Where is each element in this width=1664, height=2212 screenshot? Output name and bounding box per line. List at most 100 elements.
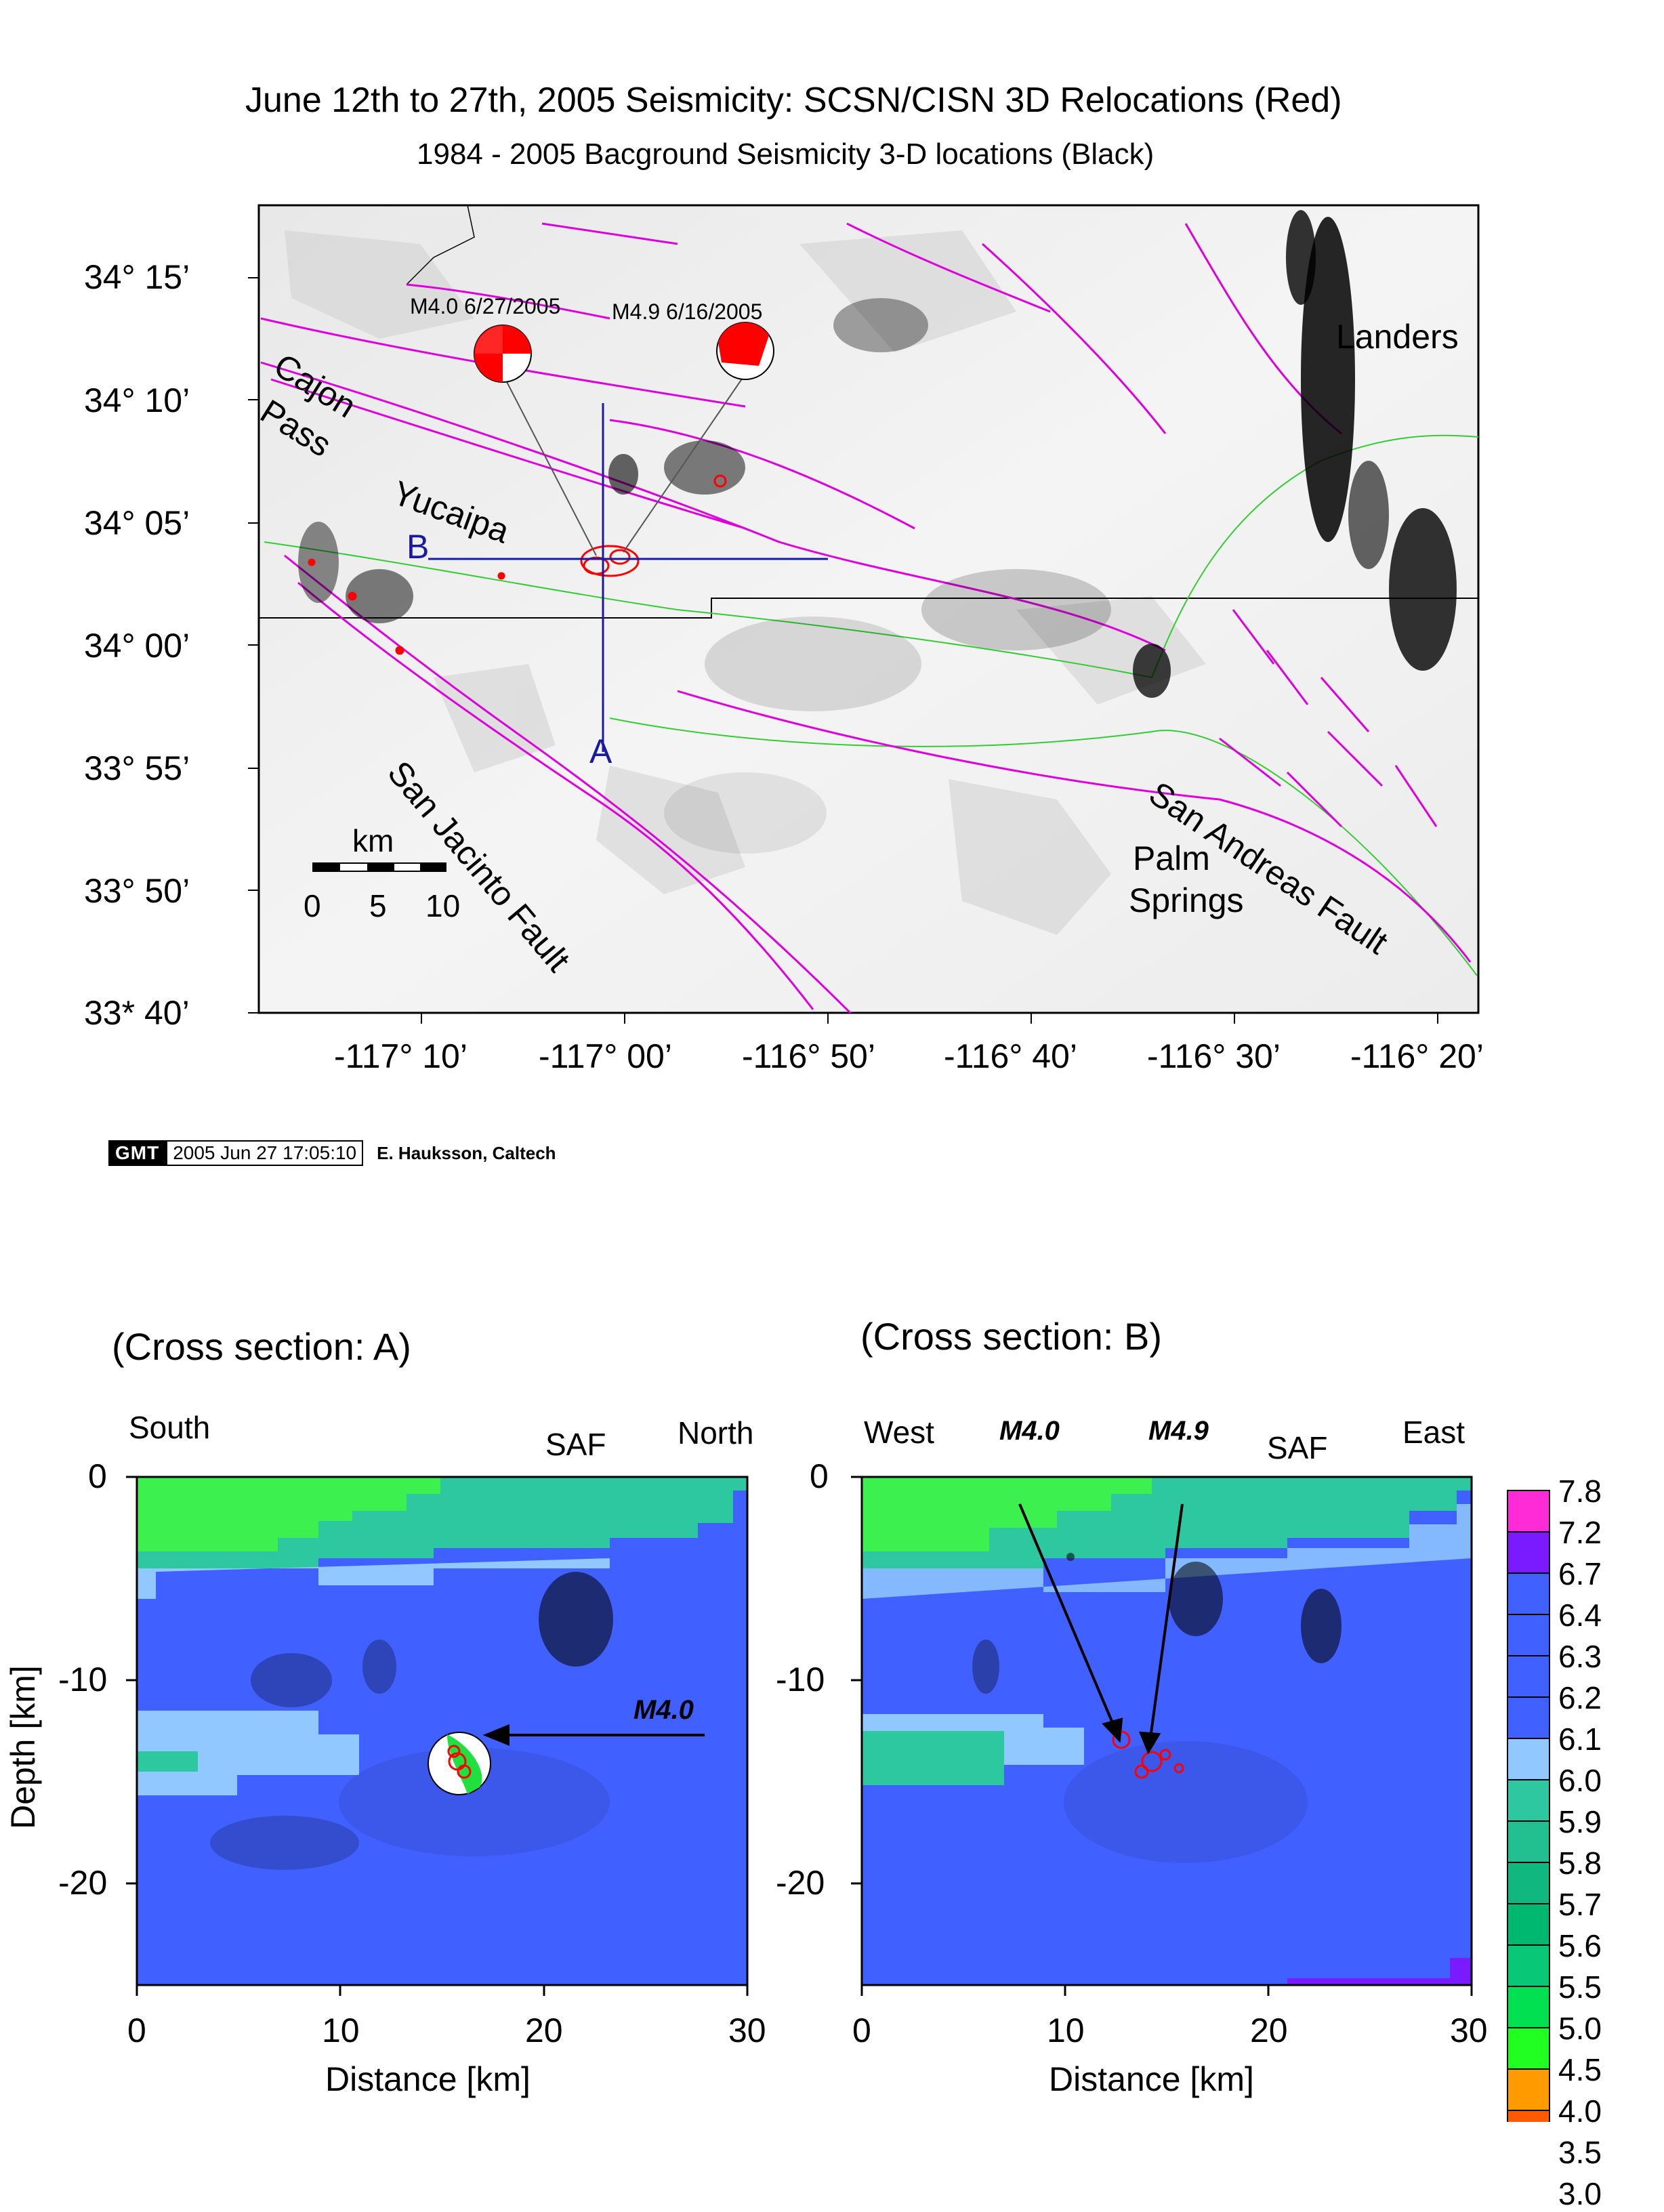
event-label-m49: M4.9 6/16/2005 — [612, 299, 763, 324]
lat-tick-label: 34° 00’ — [84, 627, 190, 665]
section-b-velocity-model — [860, 1476, 1473, 1986]
place-label-palm: Palm — [1133, 839, 1210, 877]
map-subtitle: 1984 - 2005 Bacground Seismicity 3-D loc… — [417, 138, 1155, 171]
lon-tick-label: -116° 20’ — [1350, 1037, 1484, 1075]
place-label-landers: Landers — [1336, 318, 1459, 356]
colorbar-label: 6.2 — [1558, 1680, 1602, 1715]
colorbar-swatch — [1507, 1572, 1550, 1615]
section-b-xlabel: Distance [km] — [1049, 2060, 1254, 2098]
colorbar-label: 6.4 — [1558, 1598, 1602, 1633]
scale-bar-tick: 5 — [369, 888, 387, 923]
cross-section-lines — [428, 403, 828, 752]
colorbar-swatch — [1507, 1655, 1550, 1698]
relocated-seismicity — [308, 474, 727, 655]
colorbar-swatch — [1507, 2110, 1550, 2122]
colorbar-swatch — [1507, 1614, 1550, 1656]
section-b-mid-label: SAF — [1267, 1430, 1328, 1465]
section-b-y-tick: 0 — [810, 1457, 829, 1495]
section-a-left-label: South — [129, 1410, 211, 1445]
colorbar-label: 6.1 — [1558, 1721, 1602, 1757]
green-lines — [264, 434, 1478, 976]
colorbar-swatch — [1507, 1738, 1550, 1780]
shaded-relief-map — [248, 204, 1480, 1024]
section-a-y-tick: 0 — [88, 1457, 107, 1495]
scale-bar-tick: 10 — [425, 888, 461, 923]
lon-tick-label: -116° 30’ — [1147, 1037, 1281, 1075]
beachball-m40-icon — [474, 325, 532, 383]
section-b-annotation-m49: M4.9 — [1148, 1416, 1209, 1446]
section-b-x-tick: 0 — [852, 2011, 871, 2049]
colorbar-swatch — [1507, 1779, 1550, 1822]
colorbar-swatch — [1507, 1862, 1550, 1904]
scale-bar-unit: km — [352, 823, 394, 858]
section-a-annotation: M4.0 — [633, 1695, 694, 1725]
gmt-timestamp: 2005 Jun 27 17:05:10 — [166, 1140, 364, 1166]
section-a-velocity-model — [136, 1476, 749, 1986]
colorbar-label: 5.9 — [1558, 1804, 1602, 1839]
colorbar-label: 5.0 — [1558, 2011, 1602, 2046]
map-title: June 12th to 27th, 2005 Seismicity: SCSN… — [245, 81, 1342, 120]
colorbar-label: 6.3 — [1558, 1639, 1602, 1674]
section-b-left-label: West — [864, 1415, 934, 1450]
colorbar-swatch — [1507, 1986, 1550, 2028]
cross-sections-graphic — [126, 1476, 1550, 2122]
colorbar-label: 3.5 — [1558, 2135, 1602, 2170]
fault-lines — [260, 222, 1472, 1013]
colorbar-swatch — [1507, 1903, 1550, 1946]
gmt-timestamp-stamp: GMT 2005 Jun 27 17:05:10 E. Hauksson, Ca… — [108, 1140, 556, 1166]
colorbar-swatch — [1507, 1820, 1550, 1863]
colorbar-swatch — [1507, 1696, 1550, 1739]
mechanism-leaders — [502, 373, 746, 556]
lon-tick-label: -116° 50’ — [742, 1037, 875, 1075]
section-a-title: (Cross section: A) — [112, 1325, 411, 1368]
section-a-x-tick: 10 — [322, 2011, 360, 2049]
colorbar-label: 5.8 — [1558, 1845, 1602, 1881]
section-b-x-tick: 20 — [1250, 2011, 1288, 2049]
event-label-m40: M4.0 6/27/2005 — [410, 294, 561, 318]
colorbar-swatch — [1507, 1531, 1550, 1574]
colorbar-label: 6.7 — [1558, 1556, 1602, 1591]
section-a-seismicity — [210, 1572, 613, 1870]
section-a-ylabel: Depth [km] — [4, 1665, 42, 1829]
section-a-y-tick: -20 — [58, 1864, 108, 1902]
lat-tick-label: 33° 50’ — [84, 872, 190, 910]
lon-tick-label: -117° 00’ — [539, 1037, 672, 1075]
map-background — [257, 204, 1480, 1014]
section-b-x-tick: 30 — [1450, 2011, 1488, 2049]
lat-tick-label: 34° 05’ — [84, 504, 190, 542]
profile-label-b: B — [407, 528, 430, 566]
colorbar-swatch — [1507, 1490, 1550, 1532]
section-b-seismicity — [972, 1553, 1341, 1863]
section-b-arrows — [1018, 1503, 1184, 1755]
section-a-y-tick: -10 — [58, 1661, 108, 1698]
place-label-springs: Springs — [1129, 881, 1244, 919]
section-b-title: (Cross section: B) — [860, 1315, 1162, 1358]
lat-tick-label: 34° 10’ — [84, 381, 190, 419]
colorbar-label: 7.8 — [1558, 1474, 1602, 1509]
lat-tick-label: 33* 40’ — [84, 994, 190, 1032]
section-a-mid-label: SAF — [545, 1427, 606, 1462]
section-a-xlabel: Distance [km] — [325, 2060, 531, 2098]
map-tick-marks — [248, 277, 1438, 1024]
section-b-annotation-m40: M4.0 — [999, 1416, 1060, 1446]
section-b-y-tick: -20 — [776, 1864, 825, 1902]
section-a-ticks — [126, 1476, 749, 1996]
colorbar-label: 4.0 — [1558, 2093, 1602, 2129]
county-boundary — [259, 598, 1478, 619]
section-a-arrow — [482, 1724, 705, 1746]
colorbar-swatch — [1507, 2027, 1550, 2070]
section-a-x-tick: 0 — [127, 2011, 146, 2049]
scale-bar — [312, 862, 446, 872]
colorbar-swatch — [1507, 2068, 1550, 2111]
lat-tick-label: 34° 15’ — [84, 258, 190, 296]
beachball-m49-icon — [716, 322, 774, 380]
section-a-right-label: North — [678, 1415, 754, 1451]
velocity-colorbar — [1507, 1490, 1550, 2122]
colorbar-label: 5.5 — [1558, 1969, 1602, 2005]
lon-tick-label: -116° 40’ — [944, 1037, 1077, 1075]
section-b-ticks — [851, 1476, 1473, 1996]
colorbar-label: 5.7 — [1558, 1887, 1602, 1922]
profile-label-a: A — [589, 732, 612, 770]
scale-bar-tick: 0 — [304, 888, 321, 923]
section-b-x-tick: 10 — [1047, 2011, 1085, 2049]
